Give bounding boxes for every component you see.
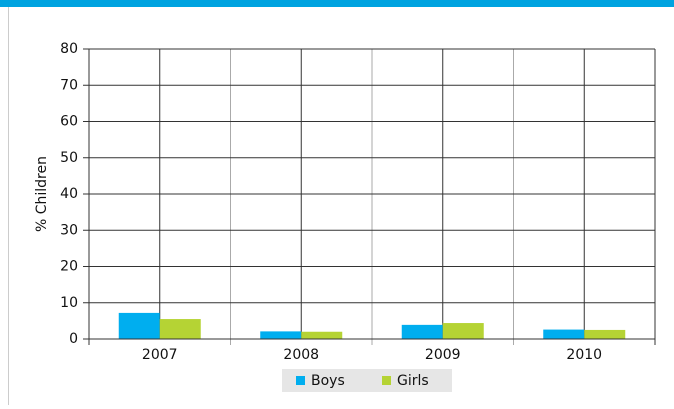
bar [543,329,585,339]
bar [260,331,302,339]
legend-label: Girls [397,373,429,389]
legend-box [282,369,452,392]
legend-swatch [382,376,391,385]
legend-swatch [296,376,305,385]
x-tick-label: 2008 [283,347,319,363]
y-tick-label: 10 [60,295,78,311]
y-tick-label: 30 [60,222,78,238]
x-tick-label: 2010 [566,347,602,363]
bar [401,324,443,339]
y-axis-label: % Children [34,156,50,232]
y-tick-label: 70 [60,77,78,93]
y-tick-label: 20 [60,259,78,275]
y-tick-label: 80 [60,41,78,57]
bar [301,331,343,339]
legend-label: Boys [311,373,345,389]
y-tick-label: 60 [60,114,78,130]
y-tick-label: 0 [69,331,78,347]
x-tick-label: 2009 [425,347,461,363]
bar [584,329,626,339]
y-tick-label: 50 [60,150,78,166]
bar [118,312,160,339]
top-band [0,0,674,7]
bar [159,319,201,339]
x-tick-label: 2007 [142,347,178,363]
y-tick-label: 40 [60,186,78,202]
bar [442,323,484,339]
